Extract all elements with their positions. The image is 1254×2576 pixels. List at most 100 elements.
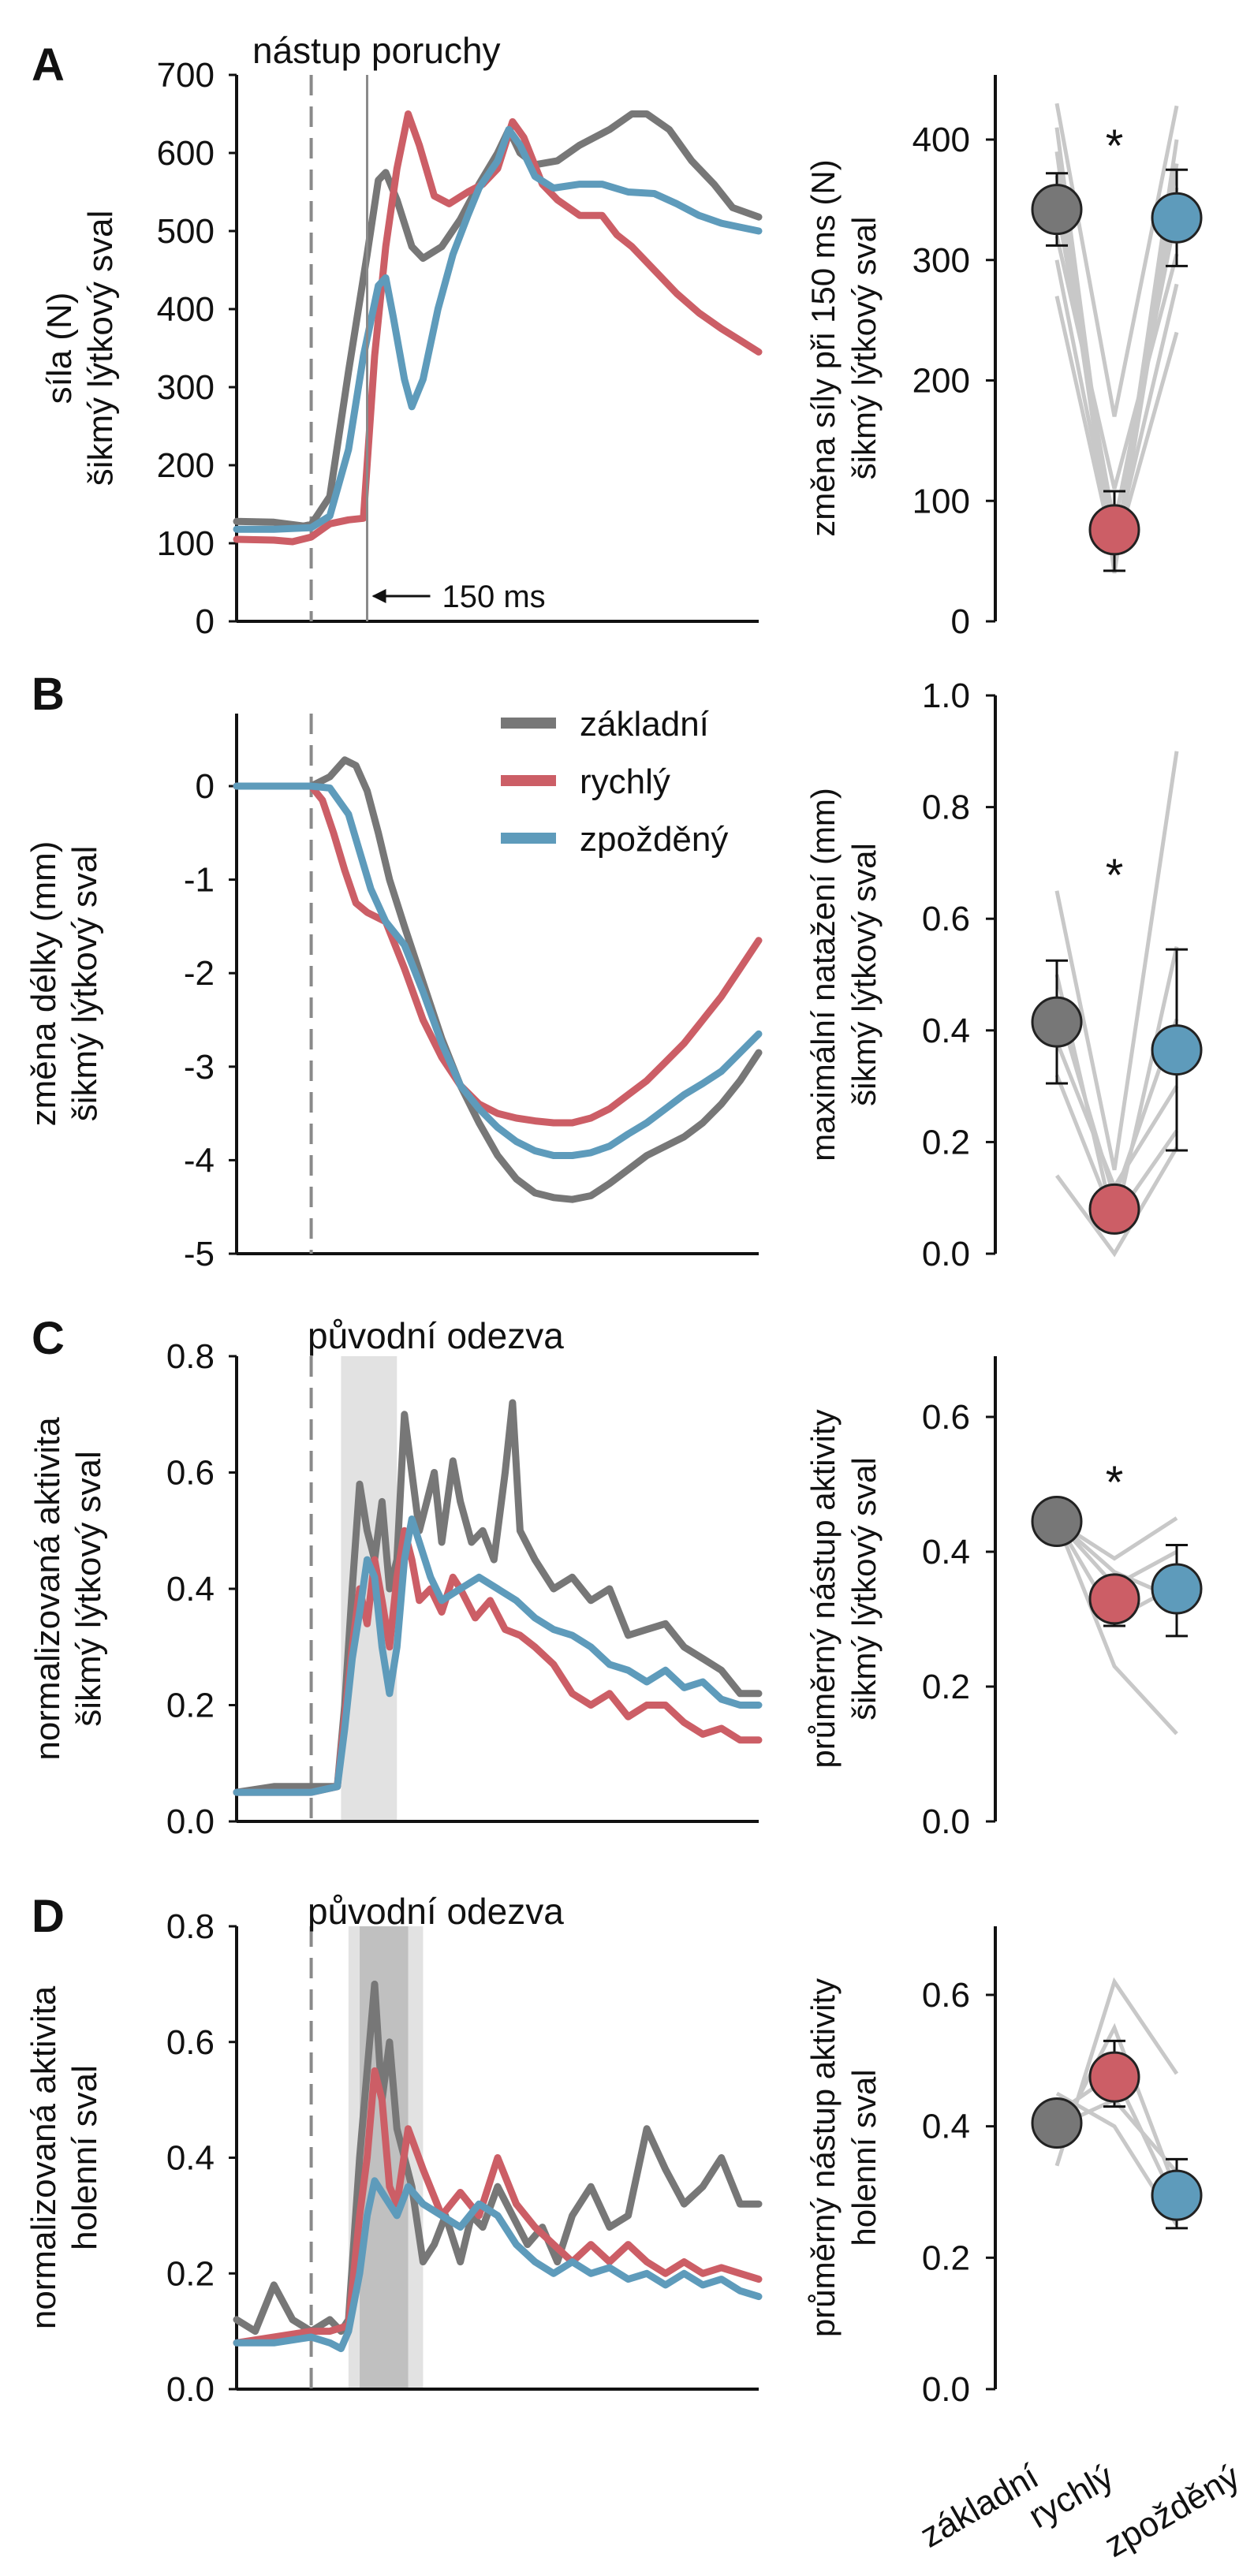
y-tick-label: 0.0 — [166, 2370, 215, 2409]
y-tick-label: 500 — [157, 212, 215, 251]
annotation-title: nástup poruchy — [252, 30, 501, 71]
y-tick-label: 0.8 — [166, 1337, 215, 1376]
series-line-zpozdeny — [233, 2177, 763, 2353]
y-tick-label: 0.4 — [166, 1570, 215, 1609]
y-tick-label: 0.6 — [166, 2023, 215, 2062]
individual-subject-line — [1054, 151, 1179, 574]
y-tick-label: 600 — [157, 134, 215, 173]
series-line-zakladni — [233, 1399, 763, 1796]
y-tick-label: 0.2 — [166, 2254, 215, 2293]
chart-c-left: 0.0 0.2 0.4 0.6 0.8 normalizovaná aktivita šik… — [28, 1315, 763, 1841]
y-tick-label: 0.4 — [922, 1533, 970, 1571]
significance-marker: * — [1106, 1457, 1124, 1508]
series-line-rychly — [233, 782, 763, 1127]
y-axis-label: šikmý lýtkový sval — [845, 843, 883, 1106]
legend-label-rychly: rychlý — [580, 762, 670, 801]
y-tick-label: 0.0 — [922, 1802, 970, 1841]
y-tick-label: 0 — [951, 602, 970, 641]
y-axis-label: šikmý lýtkový sval — [81, 211, 120, 486]
chart-c-right: 0.0 0.2 0.4 0.6 průměrný nástup aktivity šikm… — [804, 1356, 1203, 1841]
mean-marker-zakladni — [1031, 996, 1083, 1048]
y-tick-label: 400 — [157, 290, 215, 329]
y-tick-label: 0 — [196, 602, 215, 641]
series-line-zpozdeny — [233, 782, 763, 1159]
y-tick-label: -2 — [184, 954, 215, 993]
category-label-zpozdeny: zpožděný — [1098, 2457, 1246, 2565]
y-axis-label: maximální natažení (mm) — [804, 788, 842, 1161]
significance-marker: * — [1106, 121, 1124, 172]
y-tick-label: 0.6 — [166, 1454, 215, 1493]
y-tick-label: 0.0 — [922, 2370, 970, 2409]
mean-marker-rychly — [1088, 1573, 1140, 1625]
y-tick-label: 0.8 — [166, 1907, 215, 1946]
y-axis-label: síla (N) — [40, 293, 79, 404]
y-axis-label: holenní sval — [845, 2069, 883, 2246]
individual-subject-line — [1054, 1520, 1178, 1735]
y-tick-label: 300 — [913, 241, 970, 280]
y-axis-label: šikmý lýtkový sval — [69, 1451, 108, 1727]
chart-d-right: 0.0 0.2 0.4 0.6 průměrný nástup aktivity hole… — [804, 1926, 1203, 2409]
annotation-title: původní odezva — [308, 1315, 564, 1356]
y-tick-label: 0.2 — [922, 2239, 970, 2277]
chart-d-left: 0.0 0.2 0.4 0.6 0.8 normalizovaná aktivita hol… — [24, 1891, 763, 2409]
y-tick-label: 100 — [913, 482, 970, 520]
y-tick-label: 0.4 — [166, 2139, 215, 2178]
mean-marker-zpozdeny — [1151, 1024, 1203, 1076]
mean-marker-zpozdeny — [1151, 2169, 1203, 2221]
y-axis-label: průměrný nástup aktivity — [804, 1409, 842, 1768]
panel-label-a: A — [32, 39, 65, 91]
y-axis-label: šikmý lýtkový sval — [845, 1457, 883, 1720]
y-tick-label: 200 — [913, 362, 970, 401]
y-tick-label: 0.8 — [922, 788, 970, 827]
y-tick-label: -3 — [184, 1048, 215, 1087]
series-line-zpozdeny — [233, 125, 763, 533]
y-axis-label: holenní sval — [65, 2065, 104, 2250]
series-line-rychly — [233, 110, 763, 546]
mean-marker-rychly — [1088, 504, 1140, 556]
arrow-head — [371, 589, 386, 603]
annotation-150ms: 150 ms — [442, 580, 546, 614]
y-tick-label: 200 — [157, 446, 215, 485]
y-axis-label: normalizovaná aktivita — [24, 1985, 63, 2329]
y-tick-label: 0.0 — [166, 1802, 215, 1841]
y-tick-label: 100 — [157, 524, 215, 563]
mean-marker-zakladni — [1031, 1496, 1083, 1548]
category-label-rychly: rychlý — [1022, 2457, 1120, 2536]
y-axis-label: normalizovaná aktivita — [28, 1417, 67, 1761]
category-axis: základní rychlý zpožděný — [914, 2457, 1246, 2565]
panel-label-d: D — [32, 1891, 65, 1942]
chart-b-left: -5 -4 -3 -2 -1 0 změna délky (mm) šikmý lýtkový… — [24, 714, 763, 1273]
y-tick-label: 300 — [157, 368, 215, 407]
mean-marker-rychly — [1088, 2051, 1140, 2103]
series-line-zakladni — [233, 756, 763, 1203]
individual-subject-line — [1054, 1146, 1179, 1258]
mean-marker-zpozdeny — [1151, 192, 1203, 244]
y-tick-label: 0.2 — [922, 1668, 970, 1706]
y-tick-label: 0.4 — [922, 1012, 970, 1050]
annotation-title: původní odezva — [308, 1891, 564, 1932]
panel-label-c: C — [32, 1313, 65, 1364]
panel-label-b: B — [32, 669, 65, 720]
chart-b-right: 0.0 0.2 0.4 0.6 0.8 1.0 maximální natažení (mm… — [804, 677, 1203, 1273]
y-tick-label: -4 — [184, 1141, 215, 1180]
legend-label-zpozdeny: zpožděný — [580, 820, 728, 859]
chart-a-left: 0 100 200 300 400 500 600 700 síla (N) šikmý lýtk… — [40, 30, 763, 641]
y-tick-label: 0 — [196, 767, 215, 806]
y-axis-label: změna síly při 150 ms (N) — [804, 159, 842, 536]
mean-marker-zpozdeny — [1151, 1563, 1203, 1615]
legend-label-zakladni: základní — [580, 705, 710, 744]
y-tick-label: 700 — [157, 56, 215, 95]
y-axis-label: šikmý lýtkový sval — [845, 217, 883, 480]
series-line-rychly — [233, 2067, 763, 2347]
y-tick-label: -1 — [184, 861, 215, 900]
legend: základní rychlý zpožděný — [501, 705, 728, 859]
y-tick-label: 400 — [913, 121, 970, 159]
y-axis-label: průměrný nástup aktivity — [804, 1978, 842, 2337]
individual-subject-line — [1054, 751, 1179, 1171]
chart-a-right: 0 100 200 300 400 změna síly při 150 ms (N) ši… — [804, 75, 1203, 641]
y-axis-label: změna délky (mm) — [24, 841, 63, 1127]
y-tick-label: 1.0 — [922, 677, 970, 715]
series-line-zakladni — [233, 110, 763, 530]
